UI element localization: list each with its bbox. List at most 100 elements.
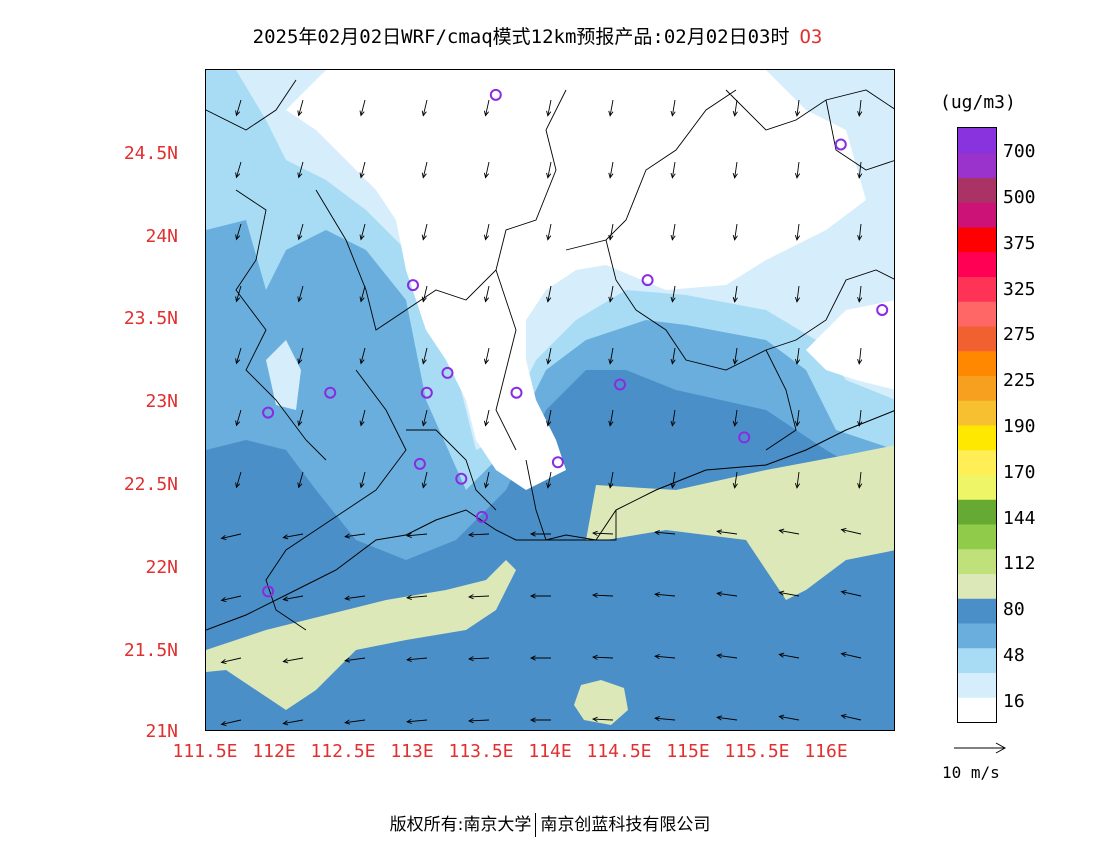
wind-vector [422, 285, 428, 302]
wind-vector-head [732, 358, 738, 365]
wind-vector [671, 161, 676, 178]
colorbar-label-144: 144 [1003, 508, 1036, 529]
field-white-east [806, 300, 894, 390]
field-white [286, 70, 866, 490]
wind-vector [671, 223, 676, 240]
wind-vector [547, 471, 552, 488]
wind-vector [609, 99, 614, 116]
wind-vector [283, 595, 304, 601]
wind-vector-head [716, 653, 723, 659]
wind-vector [779, 529, 800, 535]
wind-vector-head [359, 420, 365, 427]
wind-vector [609, 471, 614, 488]
lon-tick-5: 114E [528, 741, 572, 762]
colorbar-swatch [958, 326, 996, 352]
wind-vector-head [716, 715, 723, 721]
wind-vector-head [857, 421, 863, 427]
wind-vector [298, 347, 304, 364]
wind-vector-head [297, 296, 303, 303]
colorbar-unit: (ug/m3) [940, 92, 1016, 113]
station-marker [262, 406, 275, 419]
wind-vector [345, 533, 366, 538]
colorbar-swatch [958, 499, 996, 525]
wind-vector [221, 719, 242, 725]
wind-vector-head [483, 482, 489, 489]
station-marker [441, 366, 454, 379]
wind-vector-head [608, 420, 614, 427]
wind-vector [841, 715, 862, 721]
wind-vector-head [297, 420, 303, 427]
colorbar-swatch [958, 548, 996, 574]
wind-vector [779, 653, 800, 659]
wind-vector [547, 285, 552, 302]
concentration-map[interactable] [205, 69, 895, 731]
wind-vector [796, 347, 800, 364]
wind-vector [734, 471, 738, 488]
wind-vector-head [546, 296, 552, 303]
wind-vector [298, 223, 304, 240]
wind-vector [734, 223, 738, 240]
colorbar-swatch [958, 227, 996, 253]
wind-vector-head [344, 533, 351, 539]
colorbar-swatch [958, 375, 996, 401]
wind-vector [283, 657, 304, 663]
lon-tick-1: 112E [252, 741, 296, 762]
wind-vector-head [421, 296, 427, 303]
wind-vector-head [359, 296, 365, 303]
wind-vector [858, 409, 862, 426]
wind-vector [655, 593, 676, 597]
wind-vector [360, 161, 366, 178]
wind-vector-head [344, 595, 351, 601]
station-marker [614, 378, 626, 391]
wind-vector [407, 533, 428, 537]
lon-tick-7: 115E [666, 741, 710, 762]
station-marker [455, 472, 468, 485]
wind-vector-head [778, 528, 785, 534]
wind-vector-head [406, 594, 412, 600]
wind-vector [609, 161, 614, 178]
wind-vector-head [406, 656, 412, 662]
wind-reference-label: 10 m/s [942, 763, 1000, 782]
wind-vector [547, 99, 552, 116]
wind-vector [547, 161, 552, 178]
wind-reference-arrow-icon [954, 742, 1007, 754]
wind-vector [283, 533, 304, 539]
wind-vector [858, 285, 862, 302]
colorbar-label-190: 190 [1003, 416, 1036, 437]
wind-vector [235, 223, 242, 240]
wind-vector-head [546, 482, 552, 489]
wind-vector [283, 719, 304, 725]
wind-vector-head [778, 590, 785, 596]
wind-vector-head [546, 420, 552, 427]
wind-vector-head [297, 482, 303, 489]
wind-vector-head [670, 296, 676, 303]
station-marker [738, 431, 751, 444]
colorbar-label-112: 112 [1003, 553, 1036, 574]
colorbar-swatch [958, 449, 996, 475]
wind-vector [360, 99, 366, 116]
colorbar-swatches [958, 128, 996, 723]
wind-vector-head [608, 172, 614, 179]
station-marker [262, 585, 275, 598]
wind-vector-head [794, 234, 801, 241]
field-80-112-patch [574, 680, 628, 725]
map-title: 2025年02月02日WRF/cmaq模式12km预报产品:02月02日03时 O… [0, 22, 1075, 49]
wind-vector [485, 471, 490, 488]
lat-tick-7: 24.5N [123, 143, 178, 164]
wind-vector [592, 594, 614, 597]
wind-vector [485, 223, 490, 240]
wind-vector-head [359, 358, 365, 365]
wind-vector [671, 471, 676, 488]
wind-vector-head [591, 592, 598, 598]
lat-tick-1: 21.5N [123, 640, 178, 661]
wind-vector-head [794, 172, 801, 179]
wind-vector-head [344, 719, 351, 725]
colorbar-swatch [958, 251, 996, 277]
wind-vector-head [591, 654, 598, 660]
wind-vector-head [467, 594, 474, 600]
colorbar-swatch [958, 474, 996, 500]
station-marker [641, 274, 654, 287]
wind-vector [360, 285, 366, 302]
wind-vector [360, 409, 366, 426]
wind-vector [858, 223, 862, 240]
